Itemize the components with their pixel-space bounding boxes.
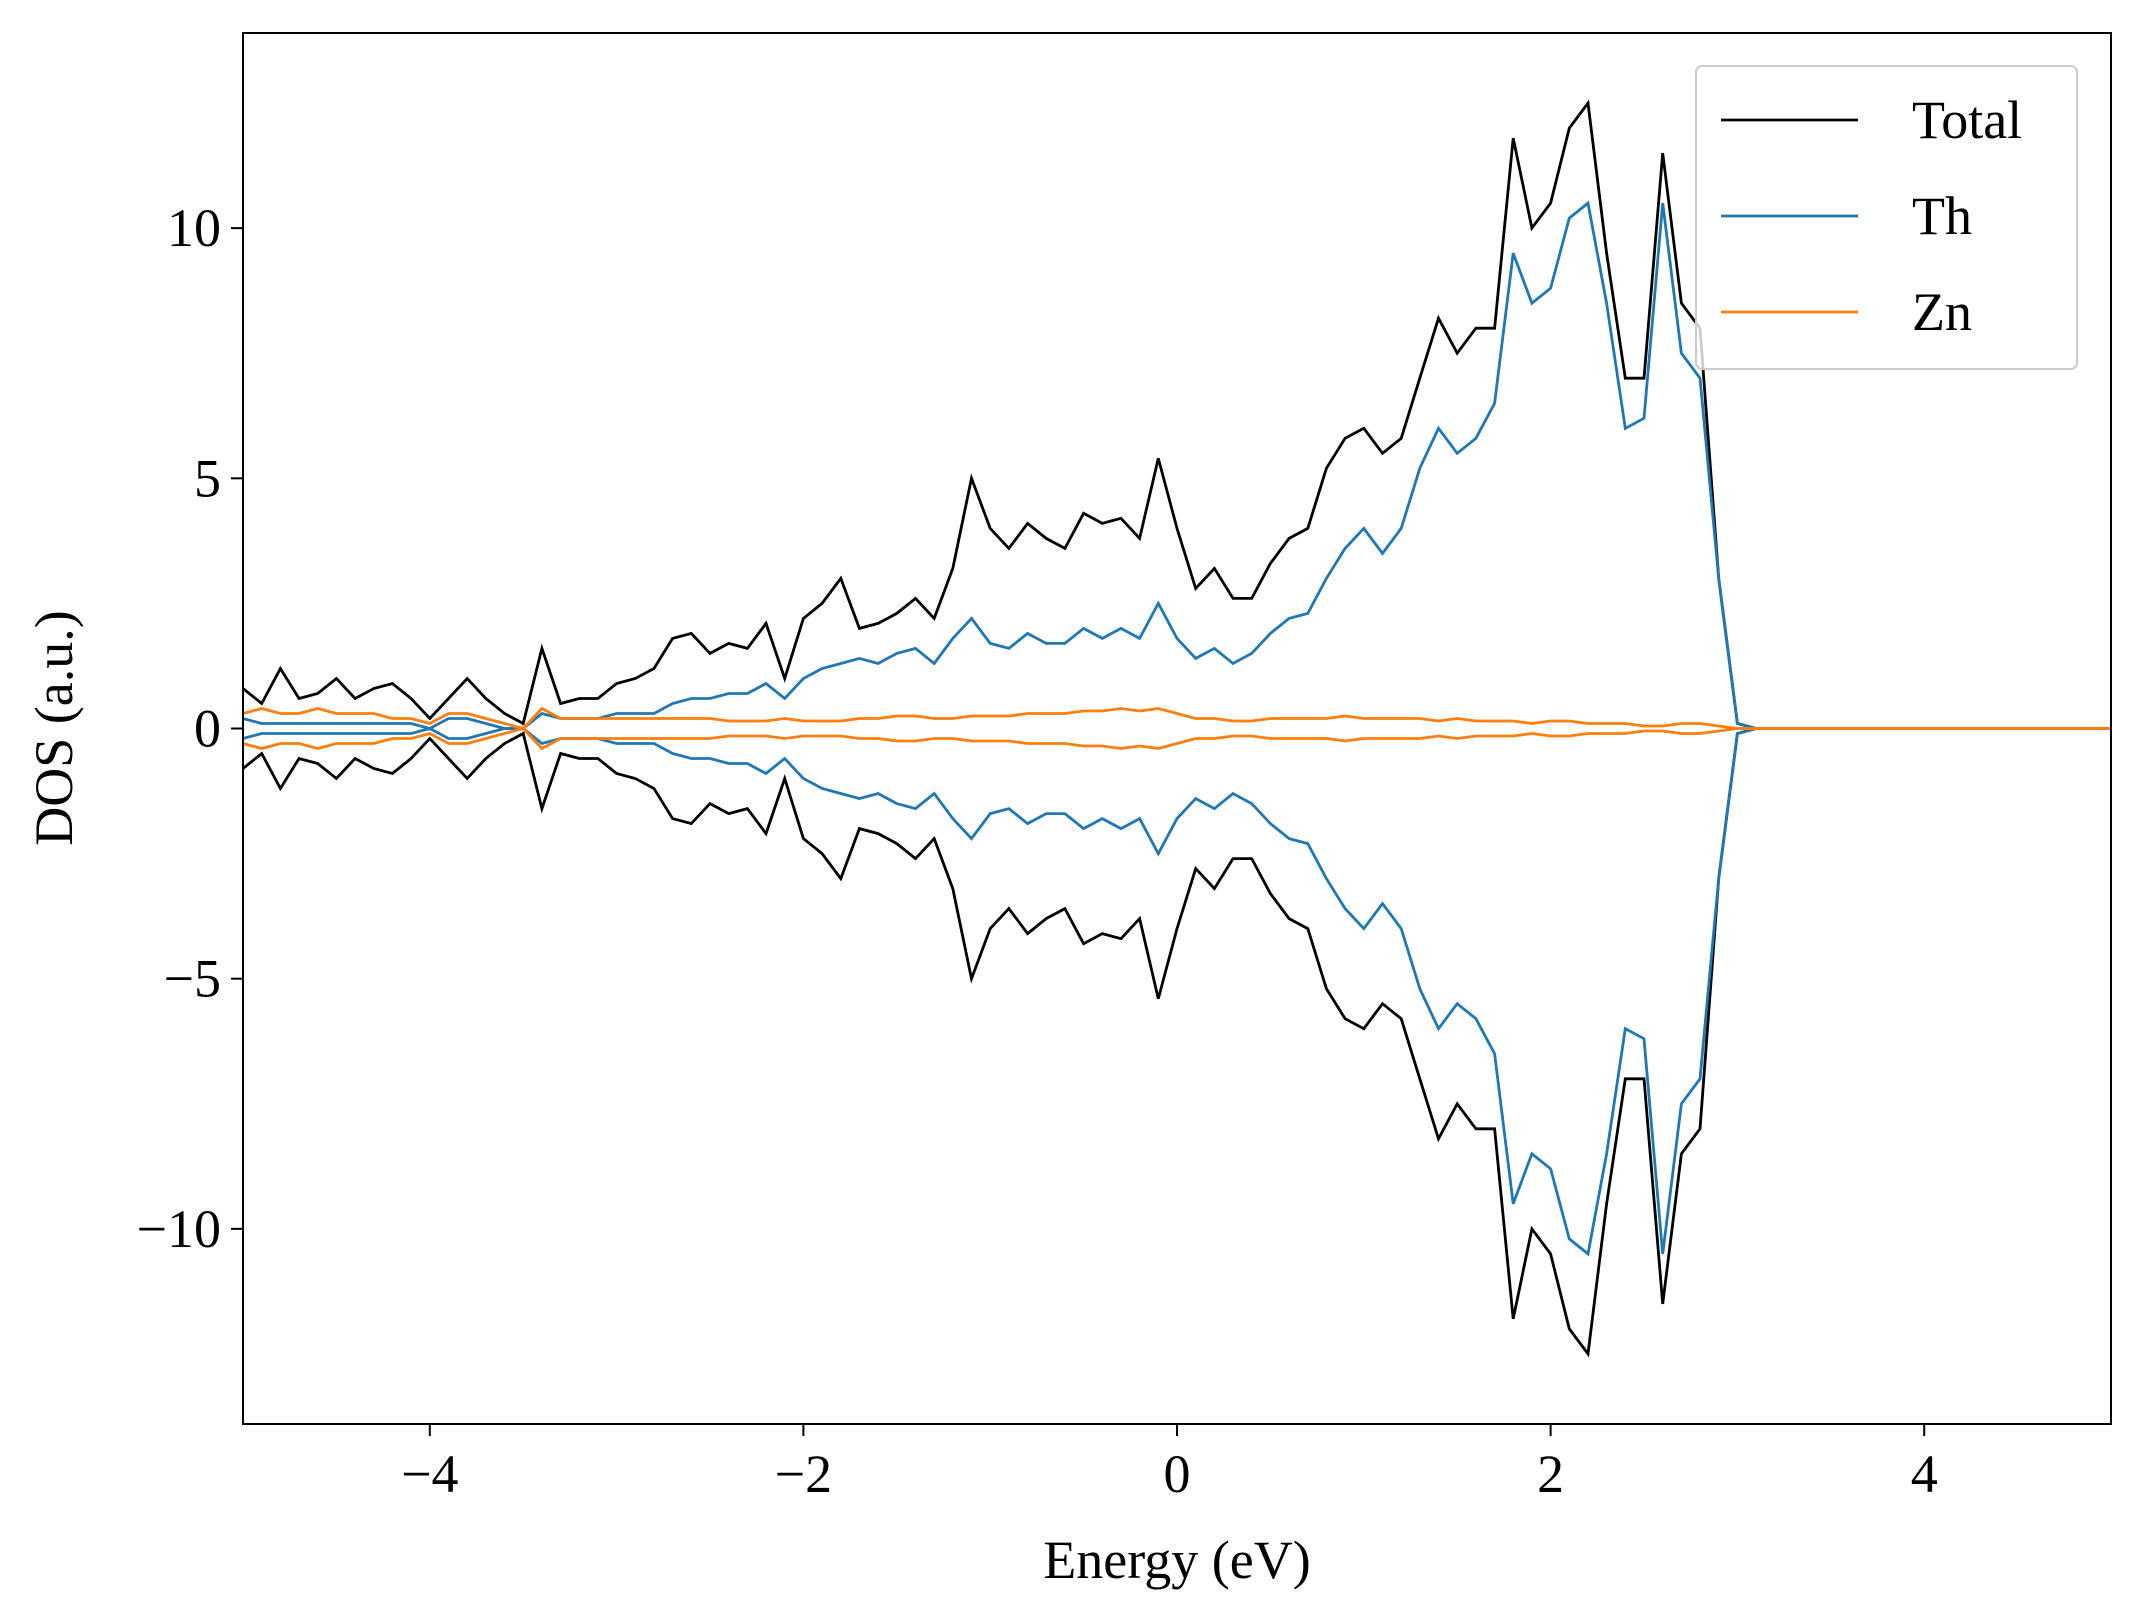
series-line	[243, 726, 2111, 751]
series-line	[243, 727, 2111, 1358]
legend-label: Zn	[1912, 282, 1972, 342]
x-tick-label: −2	[775, 1444, 832, 1504]
x-tick-label: 0	[1164, 1444, 1191, 1504]
y-tick-label: 10	[167, 198, 221, 258]
series-line	[243, 727, 2111, 1257]
y-tick-label: 0	[194, 699, 221, 759]
x-tick-label: 2	[1537, 1444, 1564, 1504]
y-tick-label: 5	[194, 448, 221, 508]
x-axis-label: Energy (eV)	[1043, 1530, 1310, 1590]
x-tick-label: −4	[401, 1444, 458, 1504]
legend-label: Th	[1912, 186, 1972, 246]
plot-frame	[242, 32, 2112, 1425]
y-axis-label: DOS (a.u.)	[24, 610, 84, 845]
y-tick-label: −10	[137, 1199, 221, 1259]
y-tick-label: −5	[164, 949, 221, 1009]
legend-box	[1695, 65, 2078, 370]
x-tick-label: 4	[1911, 1444, 1938, 1504]
legend-label: Total	[1912, 90, 2022, 150]
